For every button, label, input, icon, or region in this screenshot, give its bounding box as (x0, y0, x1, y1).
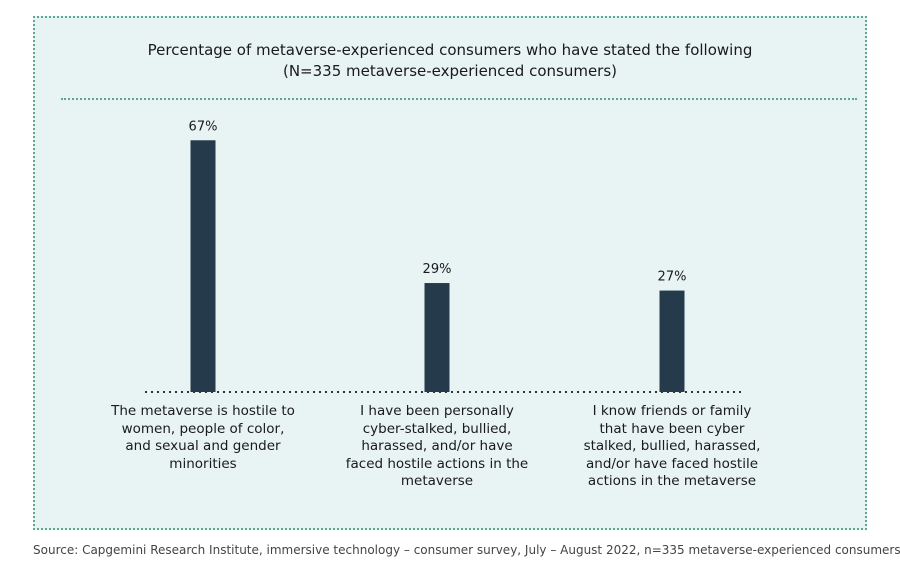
bar-1 (190, 140, 216, 392)
data-label-3: 27% (658, 270, 687, 285)
category-label-2: I have been personally cyber-stalked, bu… (345, 403, 529, 489)
bar-3 (659, 290, 685, 392)
bar-2 (424, 283, 450, 392)
data-label-1: 67% (189, 119, 218, 134)
chart-title: Percentage of metaverse-experienced cons… (147, 41, 753, 59)
data-label-2: 29% (423, 262, 452, 277)
chart-panel: Percentage of metaverse-experienced cons… (33, 16, 867, 530)
title-divider (61, 98, 857, 100)
source-note: Source: Capgemini Research Institute, im… (33, 543, 900, 557)
category-label-1: The metaverse is hostile to women, peopl… (111, 403, 295, 472)
chart-subtitle: (N=335 metaverse-experienced consumers) (282, 62, 618, 80)
chart-title-block: Percentage of metaverse-experienced cons… (35, 40, 865, 82)
category-label-3: I know friends or family that have been … (583, 403, 761, 489)
